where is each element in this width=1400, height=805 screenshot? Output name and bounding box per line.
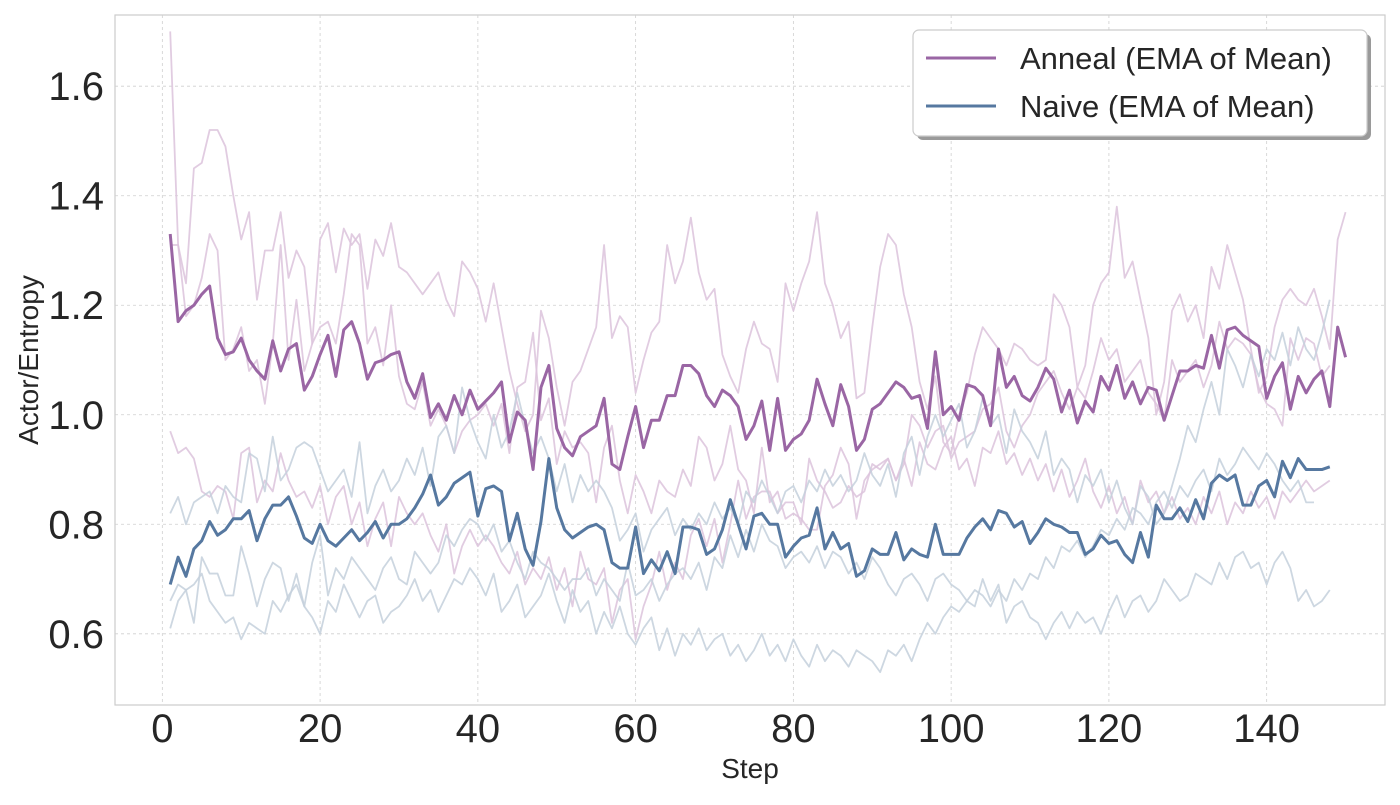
legend-label-anneal: Anneal (EMA of Mean) [1020, 41, 1332, 76]
y-axis-ticks: 0.6 0.8 1.0 1.2 1.4 1.6 [48, 65, 104, 657]
x-tick-label: 140 [1233, 707, 1300, 751]
y-axis-label: Actor/Entropy [13, 275, 44, 445]
x-axis-label: Step [721, 753, 779, 784]
y-tick-label: 1.2 [48, 284, 104, 328]
x-tick-label: 20 [298, 707, 343, 751]
series-line-anneal [168, 233, 1348, 472]
x-tick-label: 60 [613, 707, 658, 751]
x-axis-ticks: 0 20 40 60 80 100 120 140 [151, 707, 1300, 751]
background-run-lines [169, 31, 1347, 674]
x-tick-label: 100 [918, 707, 985, 751]
legend: Anneal (EMA of Mean) Naive (EMA of Mean) [912, 29, 1371, 140]
background-line-naive_run_b [169, 517, 1331, 641]
x-tick-label: 0 [151, 707, 173, 751]
y-tick-label: 1.6 [48, 65, 104, 109]
legend-label-naive: Naive (EMA of Mean) [1020, 89, 1315, 124]
y-tick-label: 0.6 [48, 613, 104, 657]
y-tick-label: 1.0 [48, 394, 104, 438]
y-tick-label: 1.4 [48, 175, 104, 219]
series-line-naive [168, 457, 1331, 585]
legend-box [912, 29, 1368, 137]
series-lines [168, 233, 1348, 585]
background-line-naive_run_a [169, 299, 1331, 553]
x-tick-label: 120 [1076, 707, 1143, 751]
y-tick-label: 0.8 [48, 503, 104, 547]
background-line-anneal_run_a [169, 31, 1347, 455]
x-tick-label: 40 [456, 707, 501, 751]
background-line-naive_run_c [169, 446, 1315, 674]
x-tick-label: 80 [771, 707, 816, 751]
